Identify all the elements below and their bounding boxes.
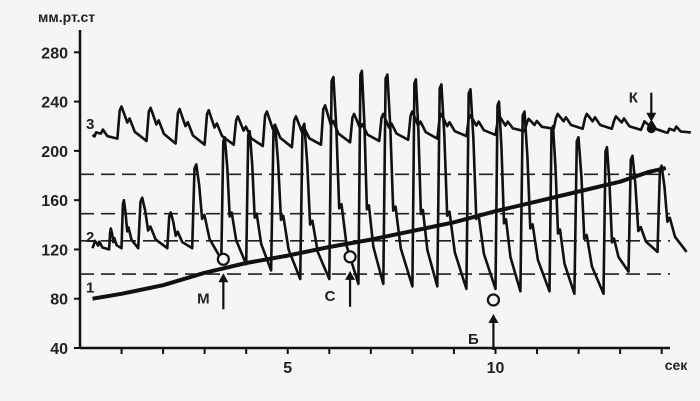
labels: 1 2 3 <box>86 116 94 297</box>
series-2-line <box>91 69 688 296</box>
y-tick-label: 280 <box>41 45 68 62</box>
marker-arrowhead-4 <box>646 112 657 122</box>
marker-circle-2 <box>343 250 357 264</box>
pressure-traces <box>91 69 691 301</box>
marker-arrowhead-2 <box>345 270 356 280</box>
y-tick-label: 40 <box>50 341 68 358</box>
axes: 40 80 120 160 200 240 280 5 10 мм.рт.ст сек <box>38 9 688 377</box>
x-axis-title: сек <box>665 357 689 373</box>
series-3-line <box>91 104 691 149</box>
marker-label-2: С <box>325 288 336 305</box>
marker-arrowhead-3 <box>488 313 499 323</box>
y-tick-label: 160 <box>41 193 68 210</box>
marker-label-1: М <box>197 290 210 307</box>
y-tick-label: 240 <box>41 95 68 112</box>
reference-lines <box>80 173 670 275</box>
marker-label-3: Б <box>468 331 479 348</box>
y-axis-title: мм.рт.ст <box>38 9 95 25</box>
x-tick-label: 5 <box>283 360 292 377</box>
series-label-3: 3 <box>86 116 94 133</box>
marker-dot-4 <box>646 124 656 134</box>
y-tick-label: 120 <box>41 242 68 259</box>
marker-circle-1 <box>216 252 230 266</box>
series-label-1: 1 <box>86 280 94 297</box>
series-label-2: 2 <box>86 229 94 246</box>
marker-arrowhead-1 <box>218 273 229 283</box>
marker-circle-3 <box>486 293 501 307</box>
y-tick-label: 200 <box>41 144 68 161</box>
marker-label-4: К <box>629 90 639 107</box>
x-tick-label: 10 <box>487 360 505 377</box>
series-1-line <box>92 166 667 301</box>
y-tick-label: 80 <box>50 292 68 309</box>
annotation-markers: М С Б К <box>197 90 657 350</box>
